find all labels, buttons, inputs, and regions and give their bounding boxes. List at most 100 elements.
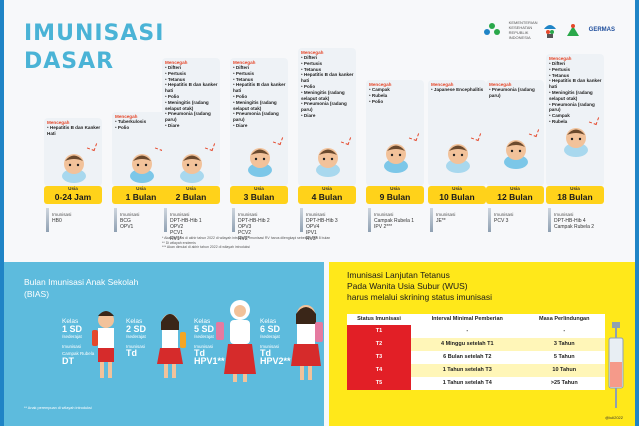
- grade-label: 2 SD: [126, 323, 147, 334]
- bias-grade-5: Kelas 5 SD /sederajat Imunisasi Td HPV1*…: [194, 318, 225, 365]
- vaccine-name: IPV 2***: [374, 224, 393, 230]
- disease-item: Hepatitis B dan Kanker Hati: [47, 125, 105, 137]
- prevents-block: MencegahDifteriPertusisTetanusHepatitis …: [165, 60, 223, 129]
- prevents-list: DifteriPertusisTetanusHepatitis B dan ka…: [549, 61, 607, 125]
- syringe-icon: [548, 208, 551, 232]
- imunisasi-label: Imunisasi: [52, 212, 72, 217]
- disease-item: Pertusis: [549, 67, 607, 73]
- status-cell: T3: [347, 350, 411, 364]
- bias-grade-2: Kelas 2 SD /sederajat Imunisasi Td: [126, 318, 146, 358]
- vaccine-name: OPV4: [306, 224, 320, 230]
- vaccine-name: HB0: [52, 218, 62, 224]
- age-badge: Usia 4 Bulan: [298, 186, 356, 204]
- age-value: 9 Bulan: [379, 192, 411, 202]
- disease-item: Pneumonia (radang paru): [301, 101, 359, 113]
- vaccine-block: Imunisasi DPT-HB-Hib 3 OPV4 IPV1 RV3*: [306, 212, 368, 242]
- age-badge: Usia 0-24 Jam: [44, 186, 102, 204]
- age-column: MencegahDifteriPertusisTetanusHepatitis …: [298, 0, 360, 260]
- schoolgirl-hijab-icon: [216, 300, 256, 382]
- age-column: MencegahDifteriPertusisTetanusHepatitis …: [546, 0, 608, 260]
- age-badge: Usia 12 Bulan: [486, 186, 544, 204]
- prevents-label: Mencegah: [369, 82, 392, 87]
- imunisasi-label: Imunisasi: [260, 343, 280, 349]
- vaccine-block: Imunisasi BCG OPV1: [120, 212, 182, 230]
- disease-item: Diare: [233, 123, 291, 129]
- disease-item: Diare: [165, 123, 223, 129]
- table-row: T4 1 Tahun setelah T3 10 Tahun: [347, 363, 605, 377]
- protection-cell: >25 Tahun: [523, 376, 605, 390]
- logo-group: KEMENTERIAN KESEHATAN REPUBLIK INDONESIA…: [483, 20, 615, 40]
- kemenkes-logo-icon: [483, 23, 500, 35]
- vaccine-name: Campak Rubela 2: [554, 224, 595, 230]
- status-cell: T5: [347, 376, 411, 390]
- footnote: ** Di wilayah endemis: [162, 240, 196, 245]
- disease-item: Pneumonia (radang paru): [233, 111, 291, 123]
- baby-icon: [130, 154, 154, 183]
- table-row: T5 1 Tahun setelah T4 >25 Tahun: [347, 376, 605, 390]
- prevents-label: Mencegah: [233, 60, 256, 65]
- age-value: 4 Bulan: [311, 192, 343, 202]
- syringe-icon: [114, 208, 117, 232]
- vaccine-name: HPV2**: [260, 355, 291, 366]
- table-row: T1 - -: [347, 324, 605, 338]
- prevents-label: Mencegah: [301, 50, 324, 55]
- tetanus-status-table: Status Imunisasi Interval Minimal Pember…: [347, 314, 605, 390]
- disease-item: Difteri: [549, 61, 607, 67]
- syringe-icon: [430, 208, 433, 232]
- imunisasi-label: Imunisasi: [306, 212, 326, 217]
- disease-item: Difteri: [233, 65, 291, 71]
- imunisasi-label: Imunisasi: [238, 212, 258, 217]
- baby-icon: [504, 140, 528, 169]
- school-children-illustration: [92, 300, 323, 382]
- disease-item: Hepatitis B dan kanker hati: [233, 82, 291, 94]
- bias-title: Bulan Imunisasi Anak Sekolah (BIAS): [24, 276, 138, 300]
- kelas-label: Kelas: [126, 318, 143, 325]
- sederajat-label: /sederajat: [194, 334, 214, 339]
- prevents-list: Pneumonia (radang paru): [489, 87, 547, 99]
- disease-item: Meningitis (radang selaput otak): [233, 100, 291, 112]
- prevents-label: Mencegah: [489, 82, 512, 87]
- vaccine-name: PCV 3: [494, 218, 509, 224]
- baby-icon: [446, 144, 470, 173]
- protection-cell: 5 Tahun: [523, 350, 605, 364]
- age-label: Usia: [254, 186, 264, 191]
- grade-label: 6 SD: [260, 323, 281, 334]
- vaccine-block: Imunisasi DPT-HB-Hib 2 OPV3 PCV2 RV2*: [238, 212, 300, 242]
- bias-grade-6: Kelas 6 SD /sederajat Imunisasi Td HPV2*…: [260, 318, 291, 365]
- age-value: 12 Bulan: [497, 192, 533, 202]
- protection-cell: 10 Tahun: [523, 363, 605, 377]
- footnote: * Akan dimulai di akhir tahun 2022 di wi…: [162, 236, 331, 240]
- disease-item: Meningitis (radang selaput otak): [549, 90, 607, 102]
- title-line-2: DASAR: [24, 49, 115, 74]
- disease-item: Japanese Encephalitis: [431, 87, 489, 93]
- disease-item: Polio: [301, 84, 359, 90]
- disease-item: Difteri: [301, 55, 359, 61]
- status-cell: T4: [347, 363, 411, 377]
- age-value: 0-24 Jam: [54, 192, 92, 202]
- disease-item: Diare: [301, 113, 359, 119]
- vaccine-name: Td: [194, 348, 205, 358]
- prevents-label: Mencegah: [47, 120, 70, 125]
- imunisasi-label: Imunisasi: [194, 343, 214, 349]
- prevents-block: MencegahDifteriPertusisTetanusHepatitis …: [549, 56, 607, 125]
- disease-item: Hepatitis B dan kanker hati: [549, 78, 607, 90]
- title-line-1: IMUNISASI: [24, 21, 165, 46]
- age-badge: Usia 18 Bulan: [546, 186, 604, 204]
- prevents-block: MencegahTuberkulosisPolio: [115, 114, 173, 131]
- status-cell: T2: [347, 337, 411, 351]
- age-label: Usia: [68, 186, 78, 191]
- disease-item: Polio: [233, 94, 291, 100]
- kelas-label: Kelas: [194, 318, 211, 325]
- grade-label: 1 SD: [62, 323, 83, 334]
- baby-icon: [248, 148, 272, 177]
- age-label: Usia: [570, 186, 580, 191]
- germas-logo-icon: [566, 24, 579, 36]
- imunisasi-label: Imunisasi: [494, 212, 514, 217]
- disease-item: Tetanus: [549, 73, 607, 79]
- prevents-block: MencegahDifteriPertusisTetanusHepatitis …: [233, 60, 291, 129]
- baby-icon: [384, 144, 408, 173]
